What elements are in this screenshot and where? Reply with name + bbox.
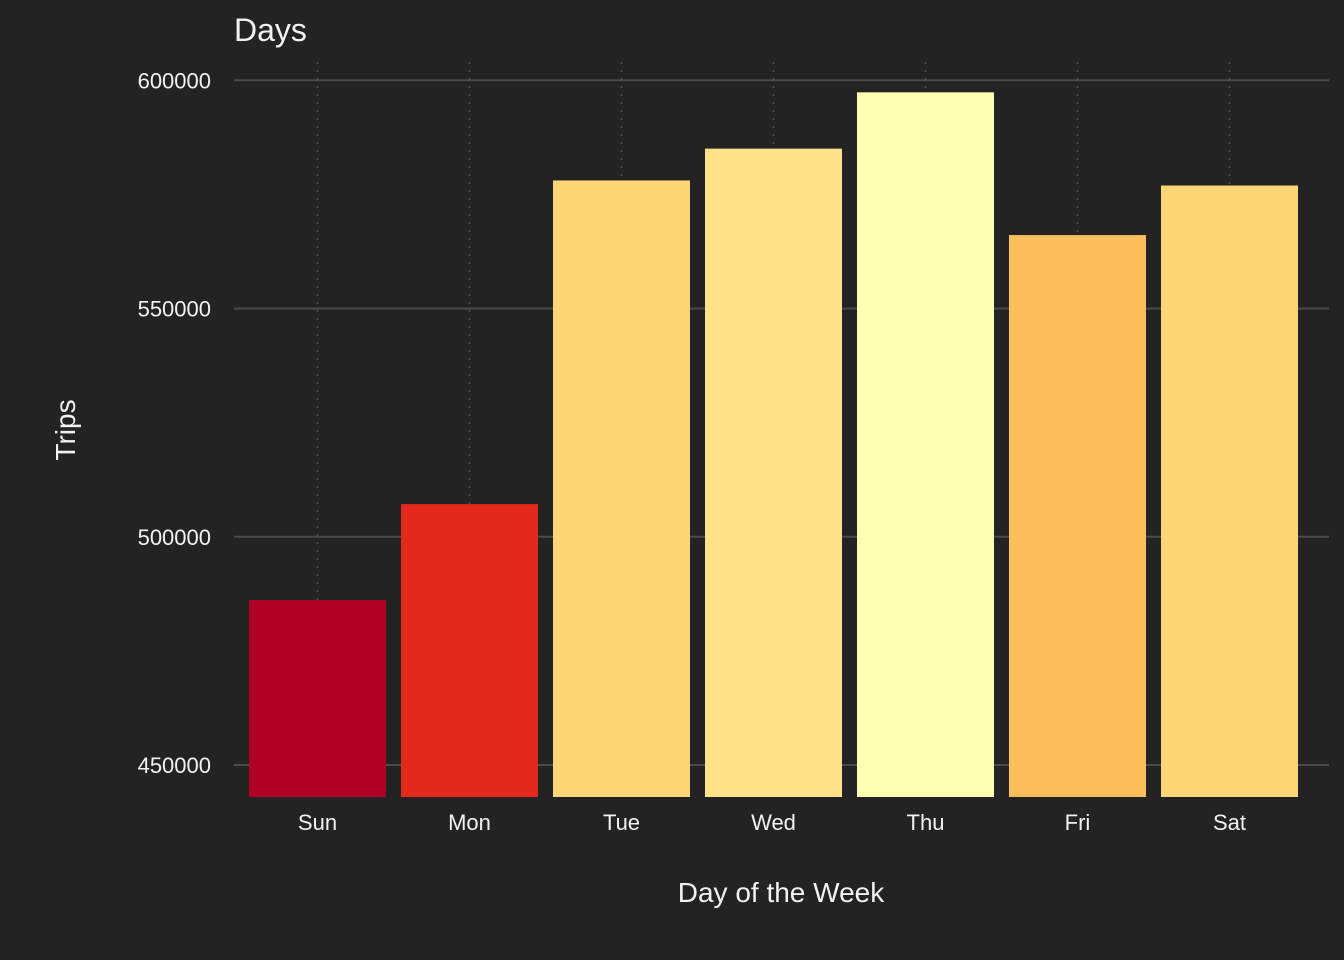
bar-wed xyxy=(705,148,842,797)
y-tick-label: 450000 xyxy=(138,753,211,778)
x-tick-labels: Sun Mon Tue Wed Thu Fri Sat xyxy=(298,810,1246,835)
y-tick-labels: 450000 500000 550000 600000 xyxy=(138,68,211,778)
bar-sun xyxy=(249,600,386,797)
bar-fri xyxy=(1009,235,1146,798)
chart-title: Days xyxy=(234,12,307,48)
x-tick-label-thu: Thu xyxy=(907,810,945,835)
x-tick-label-wed: Wed xyxy=(751,810,796,835)
bar-mon xyxy=(401,504,538,797)
y-tick-label: 600000 xyxy=(138,68,211,93)
x-axis-title: Day of the Week xyxy=(678,877,885,908)
x-tick-label-sat: Sat xyxy=(1213,810,1246,835)
bar-tue xyxy=(553,180,690,798)
x-tick-label-tue: Tue xyxy=(603,810,640,835)
y-axis-title: Trips xyxy=(50,399,81,460)
y-tick-label: 500000 xyxy=(138,525,211,550)
x-tick-label-mon: Mon xyxy=(448,810,491,835)
y-tick-label: 550000 xyxy=(138,297,211,322)
bar-thu xyxy=(857,92,994,797)
x-tick-label-sun: Sun xyxy=(298,810,337,835)
x-tick-label-fri: Fri xyxy=(1065,810,1091,835)
bars xyxy=(249,92,1298,798)
bar-sat xyxy=(1161,185,1298,797)
